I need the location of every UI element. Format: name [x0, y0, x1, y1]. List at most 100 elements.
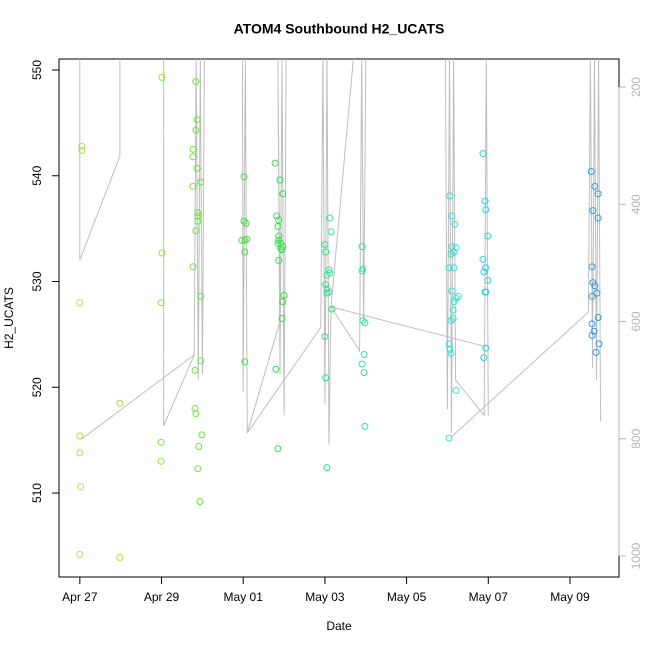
data-point — [587, 168, 595, 176]
data-point — [450, 264, 458, 272]
data-point — [274, 239, 282, 247]
data-point — [446, 345, 454, 353]
data-point — [279, 190, 287, 198]
data-point — [322, 281, 330, 289]
data-point — [450, 298, 458, 306]
data-point — [594, 313, 602, 321]
data-point — [358, 243, 366, 251]
data-point — [116, 554, 124, 562]
chart-title: ATOM4 Southbound H2_UCATS — [234, 21, 445, 37]
data-point — [191, 366, 199, 374]
data-point — [322, 248, 330, 256]
data-point — [197, 357, 205, 365]
data-point — [195, 442, 203, 450]
data-point — [448, 287, 456, 295]
data-point — [277, 245, 285, 253]
data-point — [479, 255, 487, 263]
y2-tick-label: 1000 — [629, 542, 643, 569]
data-point — [238, 236, 246, 244]
data-point — [189, 182, 197, 190]
x-tick-label: Apr 29 — [144, 590, 180, 604]
data-point — [482, 206, 490, 214]
data-point — [359, 317, 367, 325]
data-point — [192, 78, 200, 86]
data-point — [193, 116, 201, 124]
data-point — [198, 431, 206, 439]
data-point — [479, 150, 487, 158]
data-point — [157, 438, 165, 446]
data-point — [445, 340, 453, 348]
x-tick-label: May 07 — [469, 590, 509, 604]
data-point — [484, 232, 492, 240]
data-point — [326, 214, 334, 222]
data-point — [76, 299, 84, 307]
y2-tick-label: 600 — [629, 311, 643, 331]
data-point — [452, 386, 460, 394]
data-point — [280, 291, 288, 299]
data-point — [196, 497, 204, 505]
data-point — [240, 173, 248, 181]
data-point — [448, 212, 456, 220]
y-tick-label: 530 — [30, 271, 44, 291]
data-point — [271, 159, 279, 167]
data-point — [591, 282, 599, 290]
data-point — [360, 368, 368, 376]
x-tick-label: May 03 — [305, 590, 345, 604]
data-point — [481, 288, 489, 296]
data-point — [275, 232, 283, 240]
data-point — [274, 223, 282, 231]
pressure-line — [79, 59, 602, 445]
data-point — [276, 176, 284, 184]
data-point — [189, 153, 197, 161]
data-point — [242, 219, 250, 227]
data-point — [323, 464, 331, 472]
data-point — [197, 178, 205, 186]
y-tick-label: 550 — [30, 60, 44, 80]
data-point — [588, 331, 596, 339]
data-point — [241, 358, 249, 366]
data-point — [77, 483, 85, 491]
data-point — [361, 319, 369, 327]
data-point — [593, 289, 601, 297]
y-axis-label: H2_UCATS — [2, 287, 16, 349]
plot-area — [76, 59, 603, 562]
data-point — [588, 263, 596, 271]
x-tick-label: Apr 27 — [62, 590, 98, 604]
data-point — [191, 404, 199, 412]
data-point — [590, 327, 598, 335]
data-point — [194, 209, 202, 217]
data-point — [243, 235, 251, 243]
data-point — [321, 333, 329, 341]
data-point — [279, 298, 287, 306]
data-point — [278, 246, 286, 254]
data-point — [192, 126, 200, 134]
data-point — [454, 292, 462, 300]
data-point — [591, 182, 599, 190]
data-point — [325, 288, 333, 296]
data-point — [361, 422, 369, 430]
data-point — [326, 269, 334, 277]
data-point — [451, 220, 459, 228]
data-point — [588, 292, 596, 300]
data-point — [449, 306, 457, 314]
data-point — [322, 374, 330, 382]
x-tick-label: May 01 — [224, 590, 264, 604]
data-point — [275, 256, 283, 264]
y-tick-label: 540 — [30, 165, 44, 185]
data-point — [197, 292, 205, 300]
y-tick-label: 520 — [30, 377, 44, 397]
data-point — [481, 197, 489, 205]
data-point — [116, 399, 124, 407]
data-point — [446, 192, 454, 200]
data-point — [189, 263, 197, 271]
data-point — [482, 264, 490, 272]
data-point — [592, 348, 600, 356]
data-point — [482, 344, 490, 352]
data-point — [274, 445, 282, 453]
data-point — [193, 164, 201, 172]
data-point — [192, 410, 200, 418]
data-point — [447, 317, 455, 325]
data-point — [278, 315, 286, 323]
data-point — [273, 212, 281, 220]
